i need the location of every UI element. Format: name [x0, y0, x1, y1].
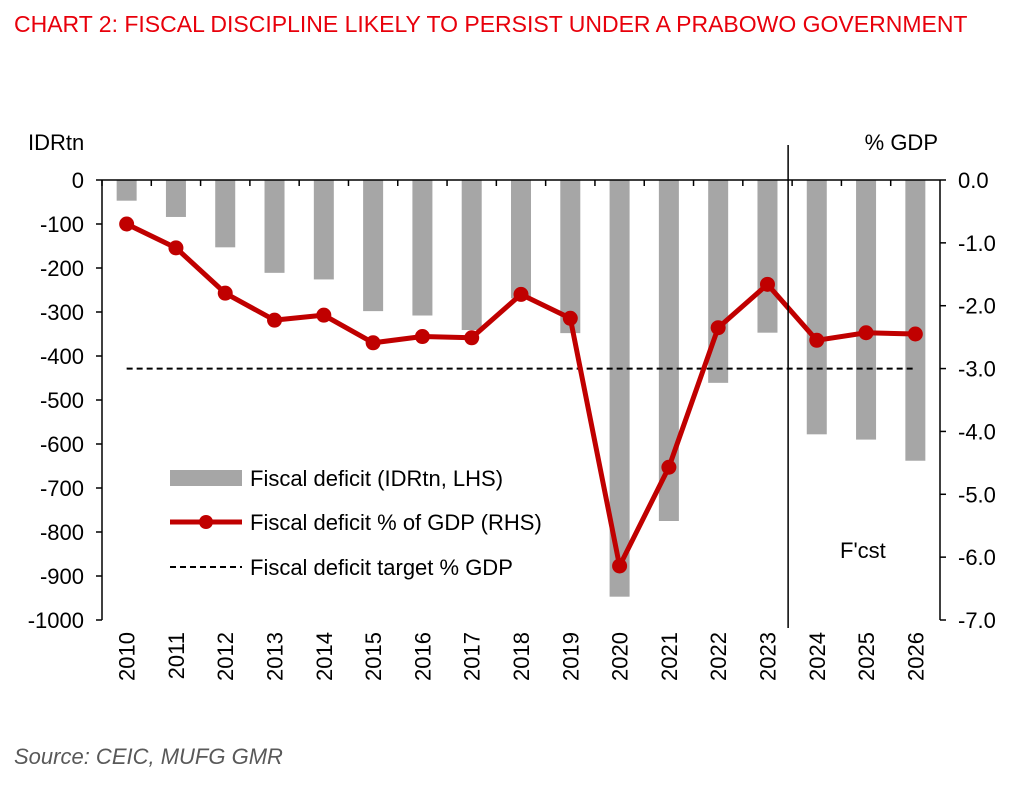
- left-tick-label: -400: [40, 344, 84, 369]
- legend-line-marker: [199, 515, 213, 529]
- x-tick-label-2016: 2016: [410, 632, 435, 681]
- bar-2021: [658, 180, 679, 521]
- gdp-point-2024: [809, 332, 825, 348]
- gdp-point-2019: [562, 310, 578, 326]
- right-tick-label: -4.0: [958, 419, 996, 444]
- gdp-point-2012: [217, 285, 233, 301]
- bar-2015: [363, 180, 384, 312]
- right-tick-label: -2.0: [958, 294, 996, 319]
- x-tick-label-2022: 2022: [706, 632, 731, 681]
- x-tick-label-2013: 2013: [263, 632, 288, 681]
- left-tick-label: -1000: [28, 608, 84, 633]
- x-tick-label-2019: 2019: [558, 632, 583, 681]
- x-tick-label-2020: 2020: [608, 632, 633, 681]
- left-tick-label: -500: [40, 388, 84, 413]
- legend-dash-label: Fiscal deficit target % GDP: [250, 555, 513, 580]
- gdp-point-2022: [710, 320, 726, 336]
- gdp-point-2010: [119, 216, 135, 232]
- bar-2018: [511, 180, 531, 299]
- bar-2025: [856, 180, 877, 440]
- right-axis-label: % GDP: [865, 130, 938, 155]
- legend: Fiscal deficit (IDRtn, LHS) Fiscal defic…: [170, 466, 542, 580]
- gdp-point-2015: [365, 335, 381, 351]
- left-tick-label: -300: [40, 300, 84, 325]
- x-tick-label-2025: 2025: [854, 632, 879, 681]
- bar-2020: [609, 180, 630, 597]
- gdp-point-2018: [513, 286, 529, 302]
- right-tick-label: 0.0: [958, 168, 989, 193]
- legend-line-label: Fiscal deficit % of GDP (RHS): [250, 510, 542, 535]
- bar-2026: [905, 180, 926, 461]
- left-tick-label: -900: [40, 564, 84, 589]
- bar-2017: [461, 180, 482, 331]
- x-tick-label-2021: 2021: [657, 632, 682, 681]
- left-tick-label: -100: [40, 212, 84, 237]
- legend-bar-label: Fiscal deficit (IDRtn, LHS): [250, 466, 503, 491]
- gdp-point-2021: [661, 459, 677, 475]
- x-tick-label-2014: 2014: [312, 632, 337, 681]
- source-note: Source: CEIC, MUFG GMR: [14, 744, 283, 769]
- gdp-point-2025: [858, 325, 874, 341]
- forecast-label: F'cst: [840, 538, 886, 563]
- left-axis-label: IDRtn: [28, 130, 84, 155]
- bar-2014: [313, 180, 334, 280]
- gdp-point-2013: [267, 312, 283, 328]
- gdp-point-2026: [907, 326, 923, 342]
- bar-2024: [806, 180, 827, 435]
- x-tick-label-2018: 2018: [509, 632, 534, 681]
- right-tick-label: -1.0: [958, 231, 996, 256]
- gdp-point-2017: [464, 330, 480, 346]
- gdp-point-2020: [612, 558, 628, 574]
- right-tick-label: -3.0: [958, 357, 996, 382]
- fiscal-deficit-chart: 0 -100 -200 -300 -400 -500 -600 -700 -800 -900 -10…: [28, 130, 996, 681]
- bar-2011: [165, 180, 186, 217]
- legend-bar-swatch: [170, 470, 242, 486]
- right-tick-label: -6.0: [958, 545, 996, 570]
- x-tick-label-2012: 2012: [213, 632, 238, 681]
- x-tick-label-2023: 2023: [755, 632, 780, 681]
- x-tick-label-2015: 2015: [361, 632, 386, 681]
- right-tick-label: -7.0: [958, 608, 996, 633]
- left-tick-label: -700: [40, 476, 84, 501]
- x-tick-label-2011: 2011: [164, 632, 189, 679]
- bar-2016: [412, 180, 433, 316]
- axes: 0 -100 -200 -300 -400 -500 -600 -700 -800 -900 -10…: [28, 145, 996, 681]
- left-tick-label: -800: [40, 520, 84, 545]
- gdp-point-2023: [759, 276, 775, 292]
- bar-2012: [215, 180, 236, 248]
- bar-2013: [264, 180, 285, 273]
- right-tick-label: -5.0: [958, 482, 996, 507]
- bar-2010: [116, 180, 137, 201]
- left-tick-label: 0: [72, 168, 84, 193]
- gdp-point-2016: [414, 329, 430, 345]
- x-tick-label-2017: 2017: [460, 632, 485, 681]
- left-tick-label: -200: [40, 256, 84, 281]
- gdp-line-series: [119, 216, 923, 574]
- gdp-point-2014: [316, 307, 332, 323]
- left-tick-label: -600: [40, 432, 84, 457]
- x-tick-label-2010: 2010: [115, 632, 140, 681]
- chart-title: CHART 2: FISCAL DISCIPLINE LIKELY TO PER…: [14, 11, 968, 37]
- x-tick-label-2026: 2026: [903, 632, 928, 681]
- gdp-point-2011: [168, 240, 184, 256]
- x-tick-label-2024: 2024: [805, 632, 830, 681]
- bar-2023: [757, 180, 778, 333]
- bar-2019: [560, 180, 581, 334]
